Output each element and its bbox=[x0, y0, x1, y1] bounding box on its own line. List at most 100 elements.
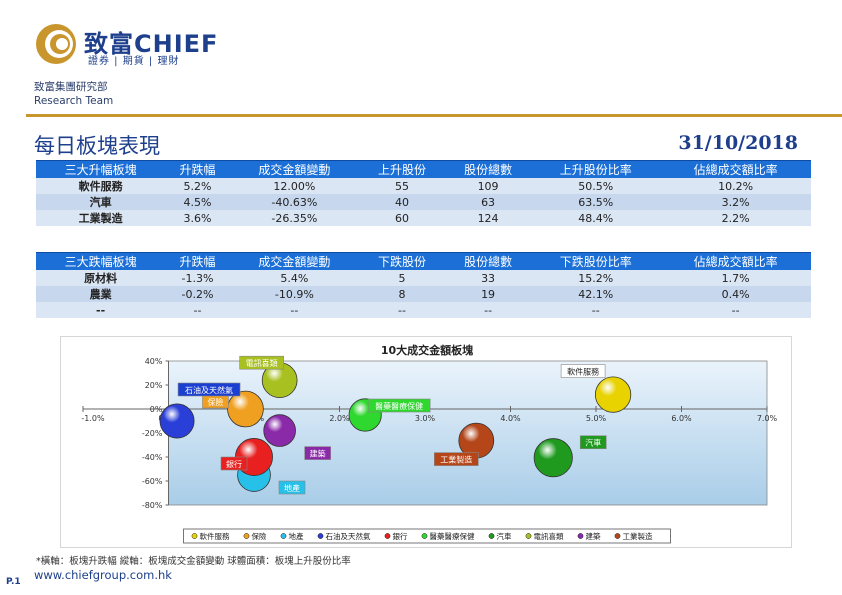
bubble-chart-svg: 10大成交金額板塊-1.0%0.0%1.0%2.0%3.0%4.0%5.0%6.… bbox=[81, 343, 778, 544]
x-tick-label: 2.0% bbox=[329, 414, 350, 423]
bubble-label-box bbox=[239, 355, 284, 370]
table-cell: -1.3% bbox=[165, 270, 230, 286]
table-cell: -10.9% bbox=[229, 286, 359, 302]
column-header: 下跌股份 bbox=[358, 252, 446, 270]
legend-marker bbox=[280, 533, 287, 539]
column-header: 三大升幅板塊 bbox=[36, 160, 166, 178]
top-gainers-table: 三大升幅板塊 升跌幅 成交金額變動 上升股份 股份總數 上升股份比率 佔總成交額比率 軟件服… bbox=[36, 160, 811, 226]
table-cell: 2.2% bbox=[660, 210, 811, 226]
top-losers-table: 三大跌幅板塊 升跌幅 成交金額變動 下跌股份 股份總數 下跌股份比率 佔總成交額比率 原材料… bbox=[36, 252, 811, 318]
chart-footnote: *橫軸：板塊升跌幅 縱軸：板塊成交金額變動 球體面積：板塊上升股份比率 bbox=[36, 556, 351, 567]
table-cell: 3.2% bbox=[660, 194, 811, 210]
table-row: -- -- -- -- -- -- -- bbox=[36, 302, 811, 318]
bubble-3 bbox=[159, 403, 195, 439]
table-cell: 109 bbox=[445, 178, 532, 194]
x-tick-label: 3.0% bbox=[415, 414, 436, 423]
sector-name-cell: -- bbox=[36, 302, 166, 318]
table-cell: -0.2% bbox=[165, 286, 230, 302]
legend-item: 汽車 bbox=[497, 531, 512, 541]
page-title: 每日板塊表現 bbox=[34, 134, 160, 158]
bubble-label-box bbox=[579, 435, 607, 450]
table-cell: 63 bbox=[445, 194, 532, 210]
bubble-label-box bbox=[177, 382, 241, 397]
sector-name-cell: 農業 bbox=[36, 286, 166, 302]
bubble-8 bbox=[263, 414, 296, 447]
bubble-chart: 10大成交金額板塊-1.0%0.0%1.0%2.0%3.0%4.0%5.0%6.… bbox=[60, 336, 792, 548]
y-tick-label: 20% bbox=[145, 381, 163, 390]
table-header-row: 三大升幅板塊 升跌幅 成交金額變動 上升股份 股份總數 上升股份比率 佔總成交額比率 bbox=[36, 160, 811, 178]
table-cell: 5.2% bbox=[165, 178, 230, 194]
x-tick-label: 7.0% bbox=[757, 414, 778, 423]
bubble-label-box bbox=[278, 480, 306, 495]
column-header: 成交金額變動 bbox=[229, 252, 359, 270]
page-number: P.1 bbox=[6, 577, 21, 587]
table-cell: 15.2% bbox=[531, 270, 661, 286]
legend-marker bbox=[421, 533, 428, 539]
legend-marker bbox=[614, 533, 621, 539]
table-cell: -26.35% bbox=[229, 210, 359, 226]
header-divider bbox=[26, 114, 842, 117]
column-header: 上升股份比率 bbox=[531, 160, 661, 178]
bubble-label: 建築 bbox=[310, 449, 326, 459]
table-cell: 1.7% bbox=[660, 270, 811, 286]
legend-marker bbox=[488, 533, 495, 539]
column-header: 下跌股份比率 bbox=[531, 252, 661, 270]
table-cell: 50.5% bbox=[531, 178, 661, 194]
column-header: 三大跌幅板塊 bbox=[36, 252, 166, 270]
table-cell: 55 bbox=[358, 178, 446, 194]
y-tick-label: -80% bbox=[142, 501, 163, 510]
bubble-label: 軟件服務 bbox=[567, 367, 599, 377]
column-header: 成交金額變動 bbox=[229, 160, 359, 178]
sector-name-cell: 軟件服務 bbox=[36, 178, 166, 194]
bubble-label: 石油及天然氣 bbox=[185, 385, 233, 395]
legend-item: 石油及天然氣 bbox=[326, 531, 371, 541]
table-cell: 63.5% bbox=[531, 194, 661, 210]
sector-name-cell: 汽車 bbox=[36, 194, 166, 210]
table-cell: -- bbox=[660, 302, 811, 318]
legend-marker bbox=[525, 533, 532, 539]
department-en: Research Team bbox=[34, 95, 114, 107]
x-tick-label: 6.0% bbox=[671, 414, 692, 423]
bubble-1 bbox=[227, 390, 264, 428]
x-tick-label: -1.0% bbox=[81, 414, 105, 423]
bubble-label-box bbox=[367, 398, 431, 413]
table-cell: 5.4% bbox=[229, 270, 359, 286]
column-header: 升跌幅 bbox=[165, 160, 230, 178]
column-header: 升跌幅 bbox=[165, 252, 230, 270]
table-cell: 40 bbox=[358, 194, 446, 210]
table-cell: 0.4% bbox=[660, 286, 811, 302]
legend-item: 地產 bbox=[289, 531, 304, 541]
bubble-6 bbox=[533, 438, 573, 478]
table-row: 汽車 4.5% -40.63% 40 63 63.5% 3.2% bbox=[36, 194, 811, 210]
table-cell: -- bbox=[229, 302, 359, 318]
bubble-label: 醫藥醫療保健 bbox=[375, 401, 423, 411]
sector-name-cell: 工業製造 bbox=[36, 210, 166, 226]
sector-name-cell: 原材料 bbox=[36, 270, 166, 286]
table-row: 工業製造 3.6% -26.35% 60 124 48.4% 2.2% bbox=[36, 210, 811, 226]
website-link[interactable]: www.chiefgroup.com.hk bbox=[34, 568, 172, 582]
bubble-label: 保險 bbox=[207, 397, 223, 407]
legend-item: 工業製造 bbox=[623, 531, 653, 541]
legend-item: 銀行 bbox=[393, 531, 408, 541]
table-cell: -- bbox=[445, 302, 532, 318]
table-cell: -- bbox=[165, 302, 230, 318]
column-header: 佔總成交額比率 bbox=[660, 160, 811, 178]
table-header-row: 三大跌幅板塊 升跌幅 成交金額變動 下跌股份 股份總數 下跌股份比率 佔總成交額比率 bbox=[36, 252, 811, 270]
table-cell: 3.6% bbox=[165, 210, 230, 226]
legend-item: 軟件服務 bbox=[200, 531, 230, 541]
legend-item: 保險 bbox=[252, 531, 267, 541]
table-row: 農業 -0.2% -10.9% 8 19 42.1% 0.4% bbox=[36, 286, 811, 302]
table-row: 軟件服務 5.2% 12.00% 55 109 50.5% 10.2% bbox=[36, 178, 811, 194]
department-cn: 致富集團研究部 bbox=[34, 81, 108, 93]
bubble-label: 地產 bbox=[284, 483, 300, 493]
legend-marker bbox=[577, 533, 584, 539]
column-header: 股份總數 bbox=[445, 160, 532, 178]
legend-marker bbox=[317, 533, 324, 539]
column-header: 股份總數 bbox=[445, 252, 532, 270]
table-cell: 48.4% bbox=[531, 210, 661, 226]
legend-item: 醫藥醫療保健 bbox=[430, 531, 475, 541]
table-cell: -40.63% bbox=[229, 194, 359, 210]
bubble-label: 電訊喜類 bbox=[246, 358, 278, 368]
bubble-label: 汽車 bbox=[585, 438, 601, 448]
table-row: 原材料 -1.3% 5.4% 5 33 15.2% 1.7% bbox=[36, 270, 811, 286]
